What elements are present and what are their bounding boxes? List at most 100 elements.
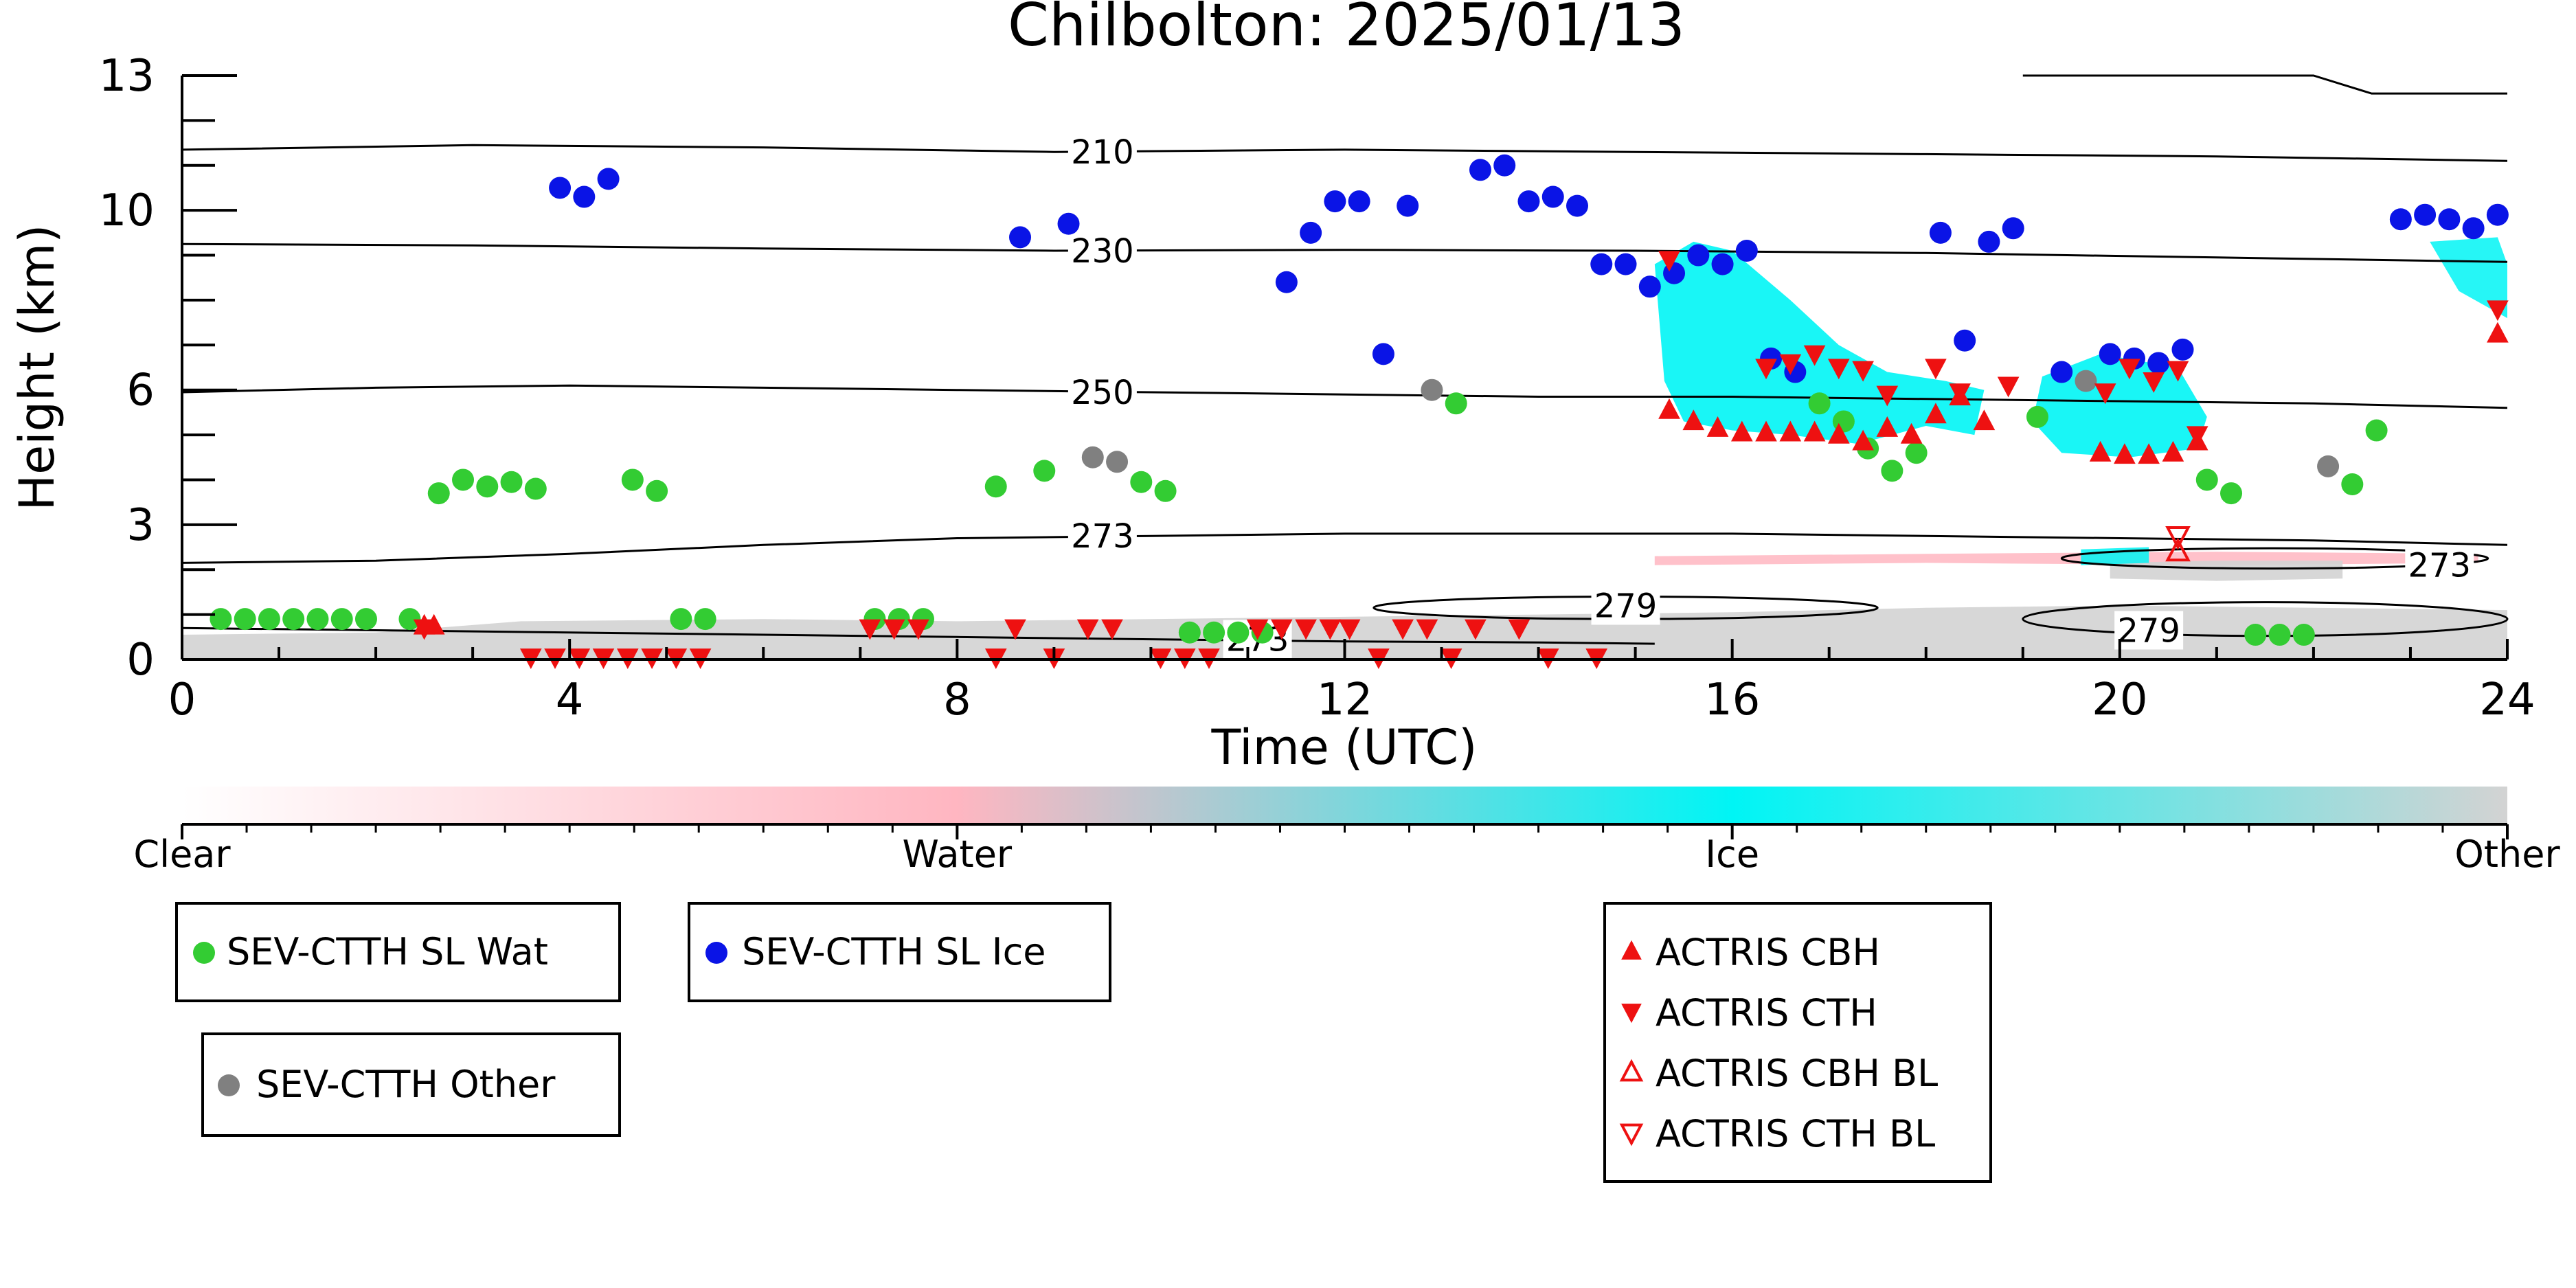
data-point (2147, 352, 2170, 374)
data-point (2292, 624, 2315, 646)
temperature-contour-labels: 210230250273279273273279 (1067, 133, 2474, 659)
legend-marker-actris-cbh-bl (1619, 1059, 1644, 1082)
data-point (1057, 212, 1080, 235)
plot-area: 210230250273279273273279 (181, 74, 2509, 669)
colorbar-labels: Clear Water Ice Other (133, 824, 2560, 876)
data-point (2119, 359, 2140, 380)
data-point (2026, 405, 2048, 428)
colorbar-label-clear: Clear (133, 833, 231, 876)
data-point (2002, 217, 2024, 240)
data-point (1638, 275, 1661, 298)
data-point (621, 468, 644, 491)
data-point (1493, 154, 1516, 177)
x-tick-label: 0 (168, 675, 196, 725)
fill-region (182, 605, 2507, 659)
data-point (984, 475, 1007, 498)
data-point (1803, 345, 1826, 366)
y-tick-label: 6 (126, 365, 155, 416)
data-point (1469, 159, 1491, 181)
data-point (1392, 619, 1414, 640)
legend-label-sev-ice: SEV-CTTH SL Ice (742, 930, 1046, 973)
data-point (234, 608, 256, 631)
data-point (1101, 619, 1123, 640)
data-point (1081, 446, 1104, 468)
data-point (2162, 440, 2184, 462)
data-point (2167, 361, 2189, 382)
data-point (1130, 471, 1153, 493)
colorbar: Clear Water Ice Other (133, 787, 2560, 876)
chart-title: Chilbolton: 2025/01/13 (1008, 0, 1685, 60)
contour-line-210 (181, 144, 2508, 162)
data-point (1827, 422, 1850, 444)
data-point (2244, 624, 2267, 646)
contour-label-210: 210 (1071, 133, 1134, 172)
legend-marker-actris-cth (1621, 1004, 1642, 1024)
data-point (1808, 392, 1831, 415)
data-point (1735, 240, 1758, 262)
data-point (1319, 619, 1342, 640)
data-point (330, 608, 353, 631)
x-tick-label: 12 (1317, 675, 1372, 725)
data-point (1178, 621, 1201, 644)
data-point (2171, 338, 2194, 361)
legend-marker-actris-cth-bl (1619, 1123, 1644, 1146)
colorbar-label-other: Other (2454, 833, 2560, 876)
contour-line-250 (181, 384, 2508, 409)
contour-label-250: 250 (1071, 374, 1134, 412)
series-sev-ctth-other (1081, 370, 2340, 477)
cloud-classification-fill (182, 237, 2507, 659)
data-point (1372, 343, 1394, 365)
series-actris-cth-bl (2165, 526, 2191, 550)
x-tick-label: 20 (2092, 675, 2147, 725)
data-point (1978, 230, 2000, 253)
contour-label-bg (1591, 586, 1660, 625)
data-point (1852, 361, 1874, 382)
data-point (476, 475, 499, 498)
contour-label-279: 279 (1594, 587, 1658, 626)
data-point (859, 619, 881, 640)
data-point (1779, 354, 1802, 375)
data-point (210, 608, 232, 631)
data-point (1730, 420, 1753, 442)
data-point (1827, 359, 1850, 380)
data-point (1973, 409, 1996, 431)
data-point (258, 608, 280, 631)
data-point (1905, 442, 1928, 464)
colorbar-gradient (182, 787, 2507, 824)
data-point (2114, 443, 2136, 464)
data-point (1227, 621, 1250, 644)
data-point (1711, 253, 1734, 275)
legend-box-actris: ACTRIS CBH ACTRIS CTH ACTRIS CBH BL ACTR… (1603, 902, 1992, 1183)
legend-label-sev-other: SEV-CTTH Other (256, 1063, 556, 1106)
data-point (2165, 526, 2191, 550)
legend-label-sev-wat: SEV-CTTH SL Wat (227, 930, 548, 973)
data-point (1658, 398, 1680, 419)
data-point (2220, 482, 2243, 505)
legend-marker-sev-other (218, 1074, 240, 1096)
x-tick-label: 8 (943, 675, 971, 725)
data-point (1106, 451, 1129, 473)
data-point (670, 608, 692, 631)
colorbar-label-water: Water (903, 833, 1013, 876)
fill-region (2110, 561, 2343, 581)
contour-line-273 (2060, 547, 2489, 570)
legend-marker-actris-cbh (1621, 940, 1642, 960)
data-point (1295, 619, 1317, 640)
data-point (2414, 203, 2437, 226)
series-actris-cbh-bl (2165, 537, 2191, 562)
data-point (1541, 185, 1564, 208)
fill-region (1654, 241, 1985, 444)
data-point (1852, 429, 1874, 451)
data-point (2486, 203, 2509, 226)
contour-line-273 (181, 532, 2508, 564)
data-point (1246, 619, 1269, 640)
colorbar-label-ice: Ice (1705, 833, 1759, 876)
data-point (1881, 460, 1903, 482)
data-point (1324, 190, 1346, 213)
data-points (210, 154, 2509, 669)
data-point (1590, 253, 1613, 275)
data-point (883, 619, 905, 640)
data-point (1954, 329, 1976, 352)
legend-box-sev-ice: SEV-CTTH SL Ice (688, 902, 1111, 1002)
